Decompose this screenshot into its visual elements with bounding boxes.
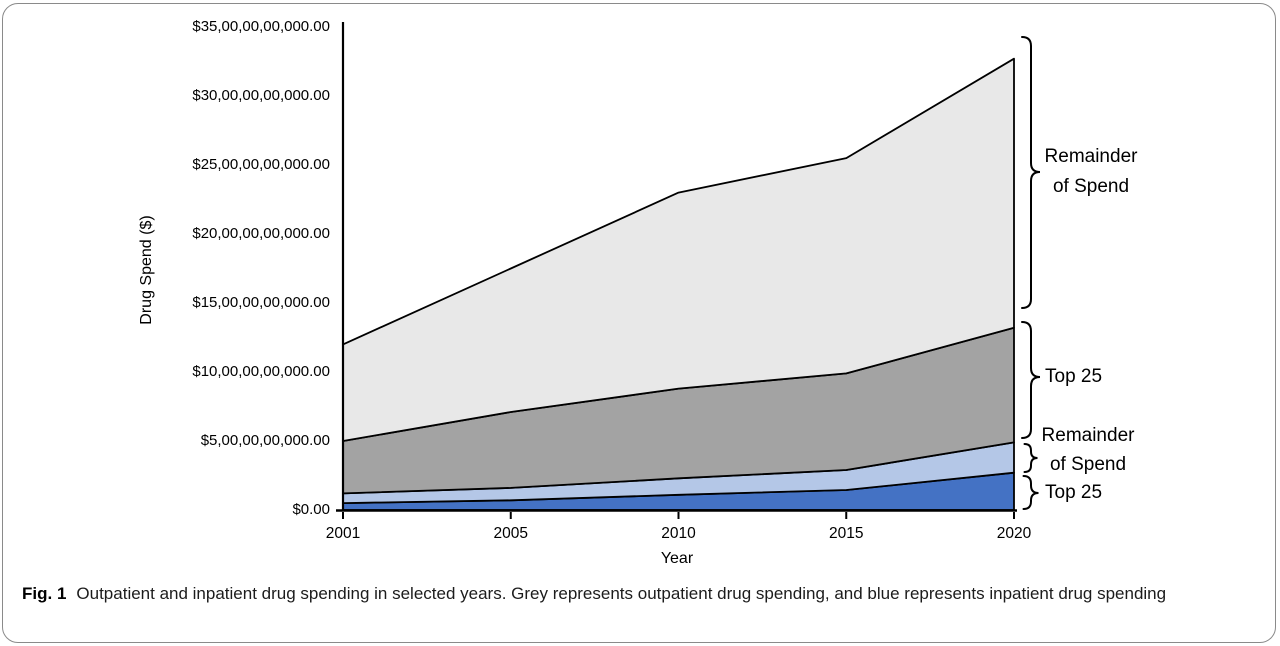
figure-caption: Fig. 1 Outpatient and inpatient drug spen… [22, 581, 1260, 607]
y-tick-label: $0.00 [292, 501, 330, 518]
x-axis-title: Year [660, 550, 694, 567]
x-tick-label: 2005 [493, 525, 528, 542]
annotation-label-line: Remainder [1044, 146, 1138, 167]
y-tick-label: $35,00,00,00,000.00 [192, 18, 330, 35]
annotation-label: Remainder of Spend [1032, 421, 1144, 479]
x-tick-label: 2001 [325, 525, 361, 542]
figure-caption-label: Fig. 1 [22, 584, 67, 603]
annotation-label-line: Top 25 [1045, 366, 1103, 387]
y-tick-label: $20,00,00,00,000.00 [192, 225, 330, 242]
annotation-label-line: of Spend [1049, 454, 1127, 475]
y-axis-title: Drug Spend ($) [138, 215, 155, 325]
brace-1 [1021, 321, 1041, 439]
annotation-label: Top 25 [1045, 363, 1102, 391]
y-tick-label: $25,00,00,00,000.00 [192, 156, 330, 173]
brace-2 [1023, 443, 1038, 473]
figure-caption-text: Outpatient and inpatient drug spending i… [76, 584, 1167, 603]
x-tick-label: 2010 [661, 525, 696, 542]
brace-0 [1021, 36, 1041, 309]
annotation-label-line: Top 25 [1045, 482, 1103, 503]
annotation-label-line: Remainder [1041, 425, 1135, 446]
x-tick-label: 2015 [829, 525, 864, 542]
y-tick-label: $30,00,00,00,000.00 [192, 87, 330, 104]
annotation-label: Remainder of Spend [1038, 142, 1144, 202]
brace-3 [1022, 475, 1039, 510]
x-tick-label: 2020 [996, 525, 1032, 542]
y-tick-label: $15,00,00,00,000.00 [192, 294, 330, 311]
y-tick-label: $10,00,00,00,000.00 [192, 363, 330, 380]
area-outpatient-remainder-of-spend [342, 57, 1015, 442]
annotation-label-line: of Spend [1052, 176, 1130, 197]
annotation-label: Top 25 [1045, 479, 1102, 507]
y-tick-label: $5,00,00,00,000.00 [200, 432, 330, 449]
